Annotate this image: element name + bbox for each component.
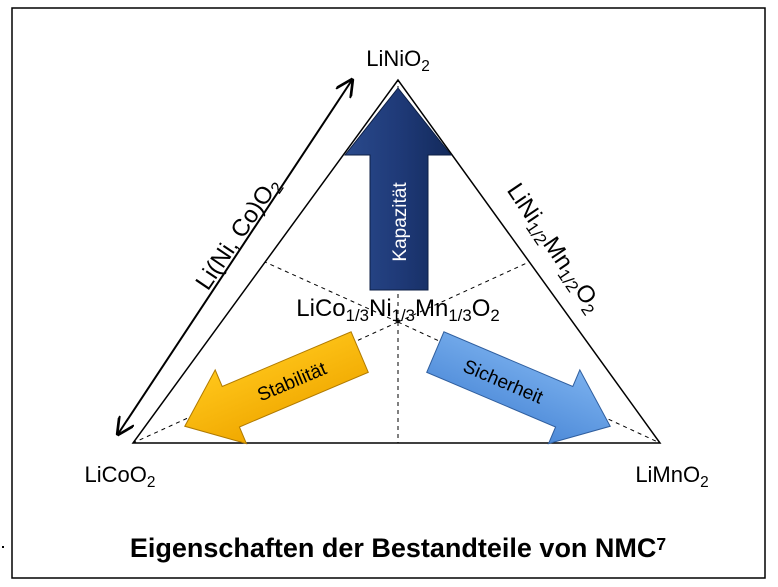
text-part: Li(Ni, Co)O <box>190 180 279 295</box>
text-part: Eigenschaften der Bestandteile von NMC <box>130 533 657 563</box>
vertex-label: LiCoO2 <box>85 462 156 491</box>
safety-arrow <box>426 331 611 445</box>
subscript: 2 <box>421 58 430 75</box>
text-part: LiMnO <box>635 462 700 487</box>
capacity-label: Kapazität <box>390 182 411 262</box>
vertex-label: LiNiO2 <box>366 46 430 75</box>
text-part: O <box>472 295 491 322</box>
text-part: LiCoO <box>85 462 147 487</box>
caption: Eigenschaften der Bestandteile von NMC7 <box>130 533 666 563</box>
text-part: Mn <box>415 295 448 322</box>
subscript: 1/3 <box>346 306 369 325</box>
center-label: LiCo1/3Ni1/3Mn1/3O2 <box>296 295 499 325</box>
frame <box>11 7 766 579</box>
text-part: LiCo <box>296 295 345 322</box>
stability-arrow <box>184 331 369 445</box>
text-part: LiNi <box>501 178 547 227</box>
text-part: LiNiO <box>366 46 421 71</box>
capacity-arrow <box>343 87 453 291</box>
subscript: 1/3 <box>392 306 415 325</box>
safety-group: Sicherheit <box>426 331 611 445</box>
edge-label: Li(Ni, Co)O2 <box>190 173 287 297</box>
edge-label: LiNi1/2Mn1/2O2 <box>499 178 607 319</box>
text-part: Ni <box>369 295 392 322</box>
dot <box>2 546 4 548</box>
subscript: 2 <box>147 474 156 491</box>
subscript: 2 <box>700 474 709 491</box>
subscript: 1/3 <box>448 306 471 325</box>
stability-group: Stabilität <box>184 331 369 445</box>
vertex-label: LiMnO2 <box>635 462 708 491</box>
subscript: 2 <box>490 306 499 325</box>
double-arrow <box>118 80 352 434</box>
supscript: 7 <box>656 534 666 554</box>
